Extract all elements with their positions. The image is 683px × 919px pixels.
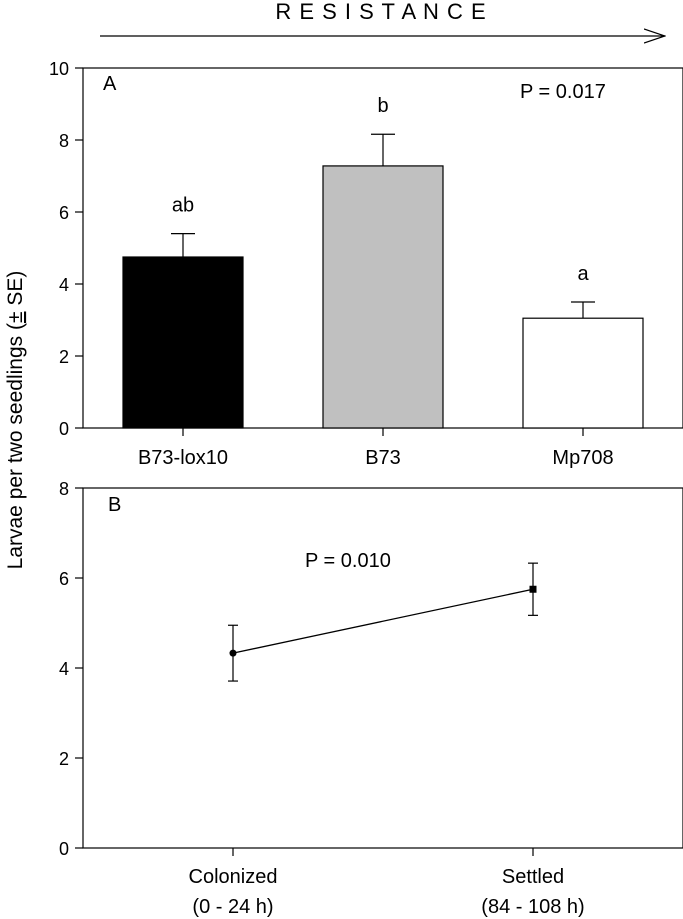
panel-b-p-value: P = 0.010 [305, 550, 391, 572]
panel-b-point-0 [229, 649, 237, 657]
y-axis-label-pm: ± [4, 312, 27, 324]
panel-b-point-1 [529, 585, 537, 593]
panel-a-bar-1 [322, 165, 444, 429]
panel-b-x-tick-label: Settled [502, 866, 564, 888]
panel-a-significance-letter: ab [172, 195, 194, 217]
panel-a-y-tick-label: 10 [49, 59, 69, 79]
panel-b-line-chart: B P = 0.010 0 2 4 6 8 Colonized (0 - 24 h) Sett… [59, 479, 683, 918]
panel-a-y-tick-label: 6 [59, 203, 69, 223]
panel-b-x-tick-sublabel: (0 - 24 h) [192, 896, 273, 918]
panel-a-y-tick-label: 0 [59, 419, 69, 439]
panel-a-significance-letter: a [577, 263, 589, 285]
panel-a-bar-2 [522, 317, 644, 429]
panel-b-label: B [108, 494, 121, 516]
panel-a-y-tick-label: 2 [59, 347, 69, 367]
panel-b-y-tick-label: 0 [59, 839, 69, 859]
y-axis-label-tail: SE) [4, 271, 27, 312]
panel-b-y-tick-label: 8 [59, 479, 69, 499]
resistance-header: R E S I S T A N C E [275, 0, 486, 24]
panel-b-series-line [232, 588, 534, 654]
panel-b-x-tick-label: Colonized [189, 866, 278, 888]
panel-b-x-tick-sublabel: (84 - 108 h) [481, 896, 584, 918]
panel-b-y-tick-label: 4 [59, 659, 69, 679]
panel-b-y-tick-label: 2 [59, 749, 69, 769]
panel-a-y-tick-label: 8 [59, 131, 69, 151]
panel-a-label: A [103, 73, 117, 95]
panel-a-x-tick-label: Mp708 [552, 447, 613, 469]
panel-a-p-value: P = 0.017 [520, 81, 606, 103]
panel-a-significance-letter: b [377, 95, 388, 117]
panel-a-bar-chart: A P = 0.017 0 2 4 6 8 10 ab B73-lox10 b B73 a Mp708 [49, 59, 683, 469]
panel-a-x-tick-label: B73 [365, 447, 401, 469]
panel-a-bar-0 [122, 256, 244, 429]
panel-a-x-tick-label: B73-lox10 [138, 447, 228, 469]
panel-a-y-tick-label: 4 [59, 275, 69, 295]
panel-b-y-tick-label: 6 [59, 569, 69, 589]
panel-b-frame [82, 487, 683, 849]
y-axis-label: Larvae per two seedlings (± SE) [4, 271, 27, 570]
y-axis-label-main: Larvae per two seedlings ( [4, 323, 27, 569]
